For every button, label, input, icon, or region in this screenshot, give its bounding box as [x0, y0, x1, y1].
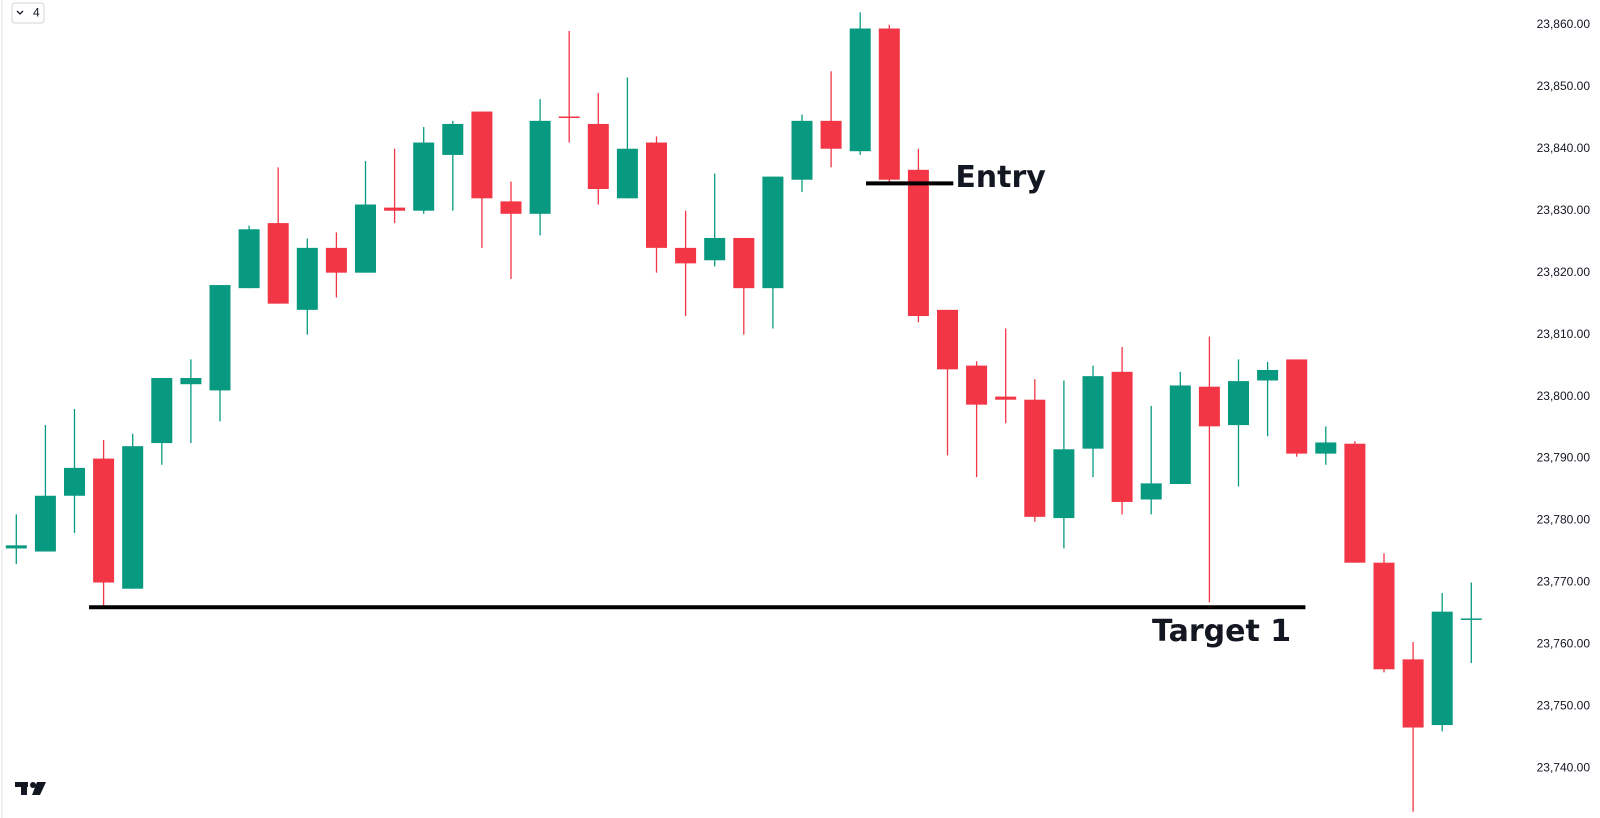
candle-body — [762, 176, 784, 289]
candle-body — [1402, 659, 1424, 728]
candle-body — [820, 120, 842, 149]
candle-body — [442, 123, 464, 155]
logo-part — [30, 782, 36, 788]
interval-button[interactable]: 4 — [11, 2, 45, 24]
y-tick-label: 23,740.00 — [1537, 761, 1591, 775]
candle-body — [616, 148, 638, 199]
y-tick-label: 23,770.00 — [1537, 575, 1591, 589]
y-tick-label: 23,810.00 — [1537, 327, 1591, 341]
candle-body — [1198, 386, 1220, 427]
candle-body — [355, 204, 376, 273]
candle-body — [1344, 443, 1366, 563]
y-tick-label: 23,790.00 — [1537, 451, 1591, 465]
y-tick-label: 23,750.00 — [1537, 699, 1591, 713]
candle-body — [733, 237, 755, 289]
level-label: Target 1 — [1152, 614, 1291, 649]
interval-label: 4 — [33, 6, 40, 20]
candle-body — [1286, 359, 1308, 454]
candle-body — [1460, 618, 1482, 620]
candle-body — [1431, 611, 1453, 726]
candle-body — [325, 247, 347, 273]
candle-body — [5, 545, 27, 549]
candle-body — [1111, 371, 1133, 502]
candle-body — [151, 378, 173, 444]
candle-body — [675, 247, 697, 264]
candle-body — [907, 169, 929, 317]
candle-body — [1053, 449, 1075, 519]
y-tick-label: 23,830.00 — [1537, 203, 1591, 217]
candle-body — [849, 28, 871, 152]
candle-body — [937, 309, 958, 370]
candle-body — [413, 142, 435, 211]
candle-body — [267, 223, 289, 304]
candle-body — [1315, 442, 1337, 454]
candle-body — [1373, 562, 1395, 670]
candle-body — [64, 467, 85, 496]
candle-body — [1082, 376, 1104, 449]
candle-body — [34, 495, 56, 552]
candle-body — [966, 365, 988, 405]
candle-body — [500, 201, 522, 214]
candle-body — [704, 237, 726, 261]
candle-body — [995, 396, 1017, 400]
y-tick-label: 23,820.00 — [1537, 265, 1591, 279]
candle-body — [384, 207, 406, 211]
candle-body — [209, 285, 231, 391]
button-frame — [11, 2, 45, 24]
chevron — [16, 10, 24, 15]
y-tick-label: 23,780.00 — [1537, 513, 1591, 527]
candle-body — [471, 111, 493, 199]
candle-body — [529, 120, 551, 214]
candle-body — [878, 28, 900, 180]
candle-body — [1228, 381, 1249, 426]
logo — [15, 782, 46, 795]
candle-body — [1024, 399, 1046, 517]
candle-body — [791, 120, 813, 180]
candle-body — [93, 458, 115, 583]
y-tick-label: 23,840.00 — [1537, 141, 1591, 155]
candle-body — [238, 229, 260, 289]
candle-body — [646, 142, 667, 248]
logo-part — [32, 782, 46, 795]
y-tick-label: 23,860.00 — [1537, 17, 1591, 31]
candle-body — [1140, 483, 1162, 500]
candle-body — [558, 116, 580, 119]
logo-part — [21, 782, 27, 795]
candle-body — [1169, 385, 1191, 484]
y-tick-label: 23,850.00 — [1537, 79, 1591, 93]
y-tick-label: 23,800.00 — [1537, 389, 1591, 403]
candle-body — [296, 247, 318, 310]
candle-body — [587, 123, 609, 190]
y-tick-label: 23,760.00 — [1537, 637, 1591, 651]
level-label: Entry — [955, 160, 1046, 195]
candle-body — [1257, 369, 1279, 381]
candle-body — [122, 446, 144, 589]
candle-body — [180, 378, 202, 385]
